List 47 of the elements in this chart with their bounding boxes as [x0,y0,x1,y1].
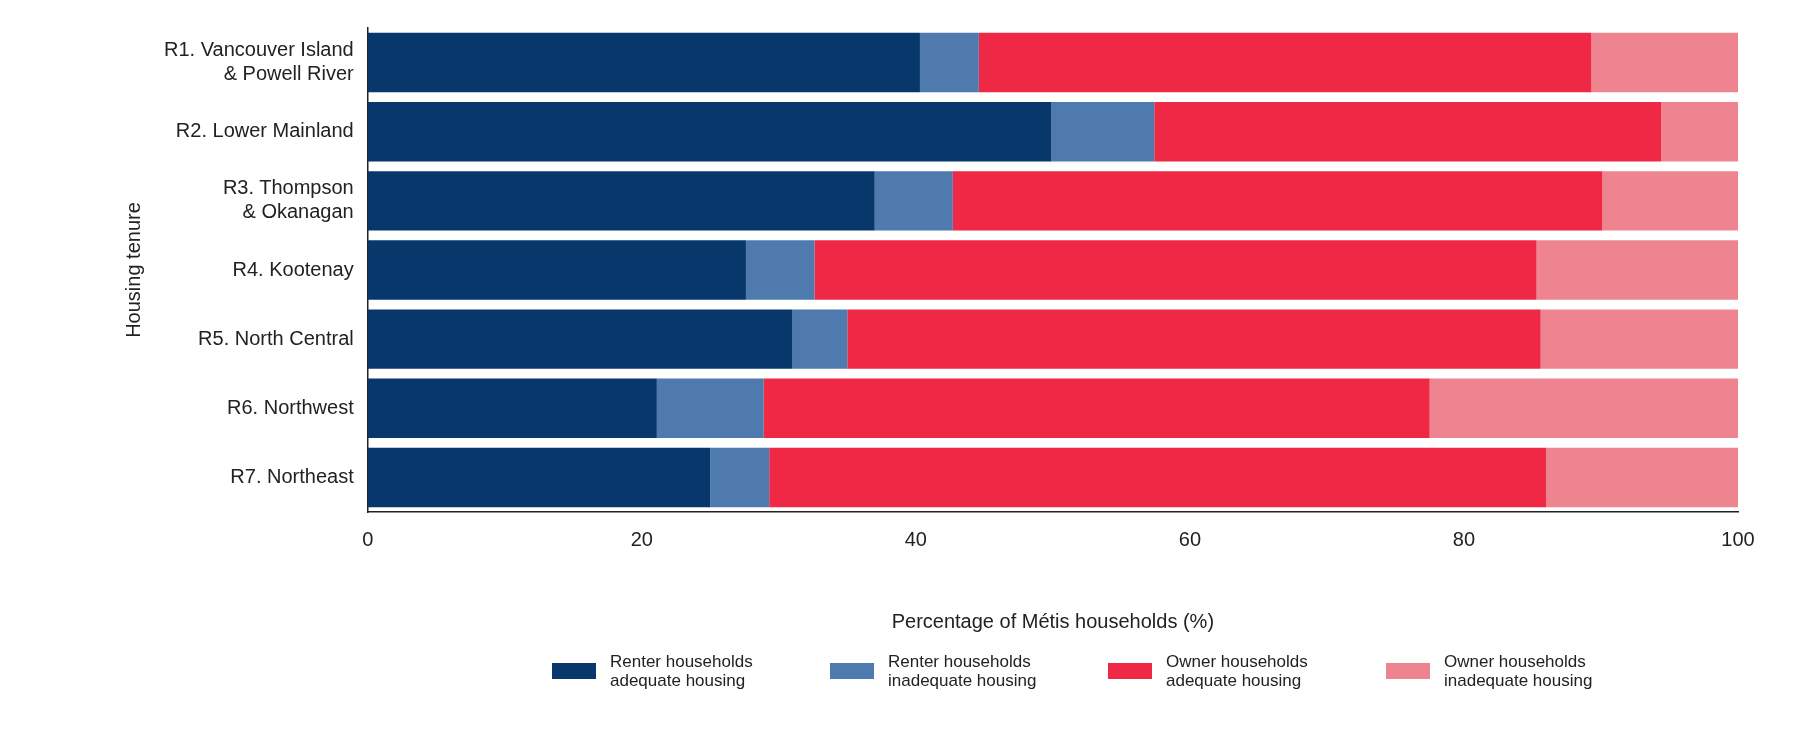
bar [367,447,711,508]
bar [919,32,979,93]
y-tick-label: R6. Northwest [227,395,355,418]
bar [1591,32,1738,93]
bar [656,378,764,439]
bar [874,171,953,231]
y-axis-title: Housing tenure [121,202,144,338]
bar [367,32,920,93]
y-tick-label: R3. Thompson & Okanagan [222,176,354,223]
bar [1546,447,1738,508]
legend-label: Renter households inadequate housing [888,652,1038,690]
x-tick-label: 0 [362,527,374,550]
x-tick-label: 20 [630,527,653,550]
bar [1429,378,1738,439]
bar [1154,101,1662,162]
bar [763,378,1430,439]
bar [367,309,793,369]
bar [847,309,1541,369]
bar [1661,101,1738,162]
bar [367,378,657,439]
bar [1536,240,1738,300]
legend-label: Owner households adequate housing [1166,652,1309,690]
x-tick-label: 100 [1721,527,1755,550]
y-tick-label: R2. Lower Mainland [175,119,354,142]
bar [978,32,1592,93]
bar [1051,101,1155,162]
bar [769,447,1547,508]
legend-label: Renter households adequate housing [610,652,754,690]
y-tick-label: R5. North Central [198,326,354,349]
x-tick-label: 80 [1452,527,1476,550]
x-tick-label: 40 [904,527,927,550]
bar [952,171,1603,231]
bar [710,447,770,508]
bar [367,240,746,300]
bar [367,171,875,231]
bar [367,101,1052,162]
x-axis-title: Percentage of Métis households (%) [891,609,1215,632]
bar [792,309,848,369]
bar [1602,171,1738,231]
y-tick-label: R4. Kootenay [232,257,354,280]
bar [745,240,815,300]
bar [1540,309,1738,369]
y-tick-label: R1. Vancouver Island & Powell River [163,38,355,85]
y-tick-label: R7. Northeast [230,464,355,487]
legend-label: Owner households inadequate housing [1444,652,1594,690]
bar [814,240,1537,300]
x-tick-label: 60 [1178,527,1202,550]
